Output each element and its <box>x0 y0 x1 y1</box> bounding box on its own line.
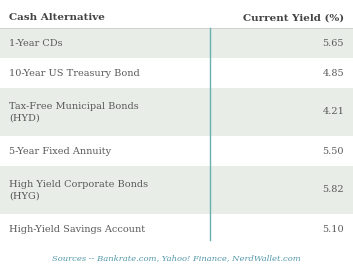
Bar <box>0 28 353 58</box>
Text: High Yield Corporate Bonds
(HYG): High Yield Corporate Bonds (HYG) <box>9 180 148 200</box>
Text: Cash Alternative: Cash Alternative <box>9 14 105 22</box>
Text: 10-Year US Treasury Bond: 10-Year US Treasury Bond <box>9 69 139 78</box>
Text: Current Yield (%): Current Yield (%) <box>243 14 344 22</box>
Text: 4.21: 4.21 <box>322 108 344 117</box>
Bar <box>0 88 353 136</box>
Text: 5.50: 5.50 <box>323 147 344 156</box>
Text: 5.65: 5.65 <box>323 38 344 47</box>
Text: 5.82: 5.82 <box>323 186 344 195</box>
Text: Tax-Free Municipal Bonds
(HYD): Tax-Free Municipal Bonds (HYD) <box>9 102 139 122</box>
Text: Sources -- Bankrate.com, Yahoo! Finance, NerdWallet.com: Sources -- Bankrate.com, Yahoo! Finance,… <box>52 254 301 262</box>
Text: 4.85: 4.85 <box>323 69 344 78</box>
Text: 1-Year CDs: 1-Year CDs <box>9 38 62 47</box>
Bar <box>0 166 353 214</box>
Text: High-Yield Savings Account: High-Yield Savings Account <box>9 224 145 234</box>
Text: 5.10: 5.10 <box>323 224 344 234</box>
Text: 5-Year Fixed Annuity: 5-Year Fixed Annuity <box>9 147 111 156</box>
